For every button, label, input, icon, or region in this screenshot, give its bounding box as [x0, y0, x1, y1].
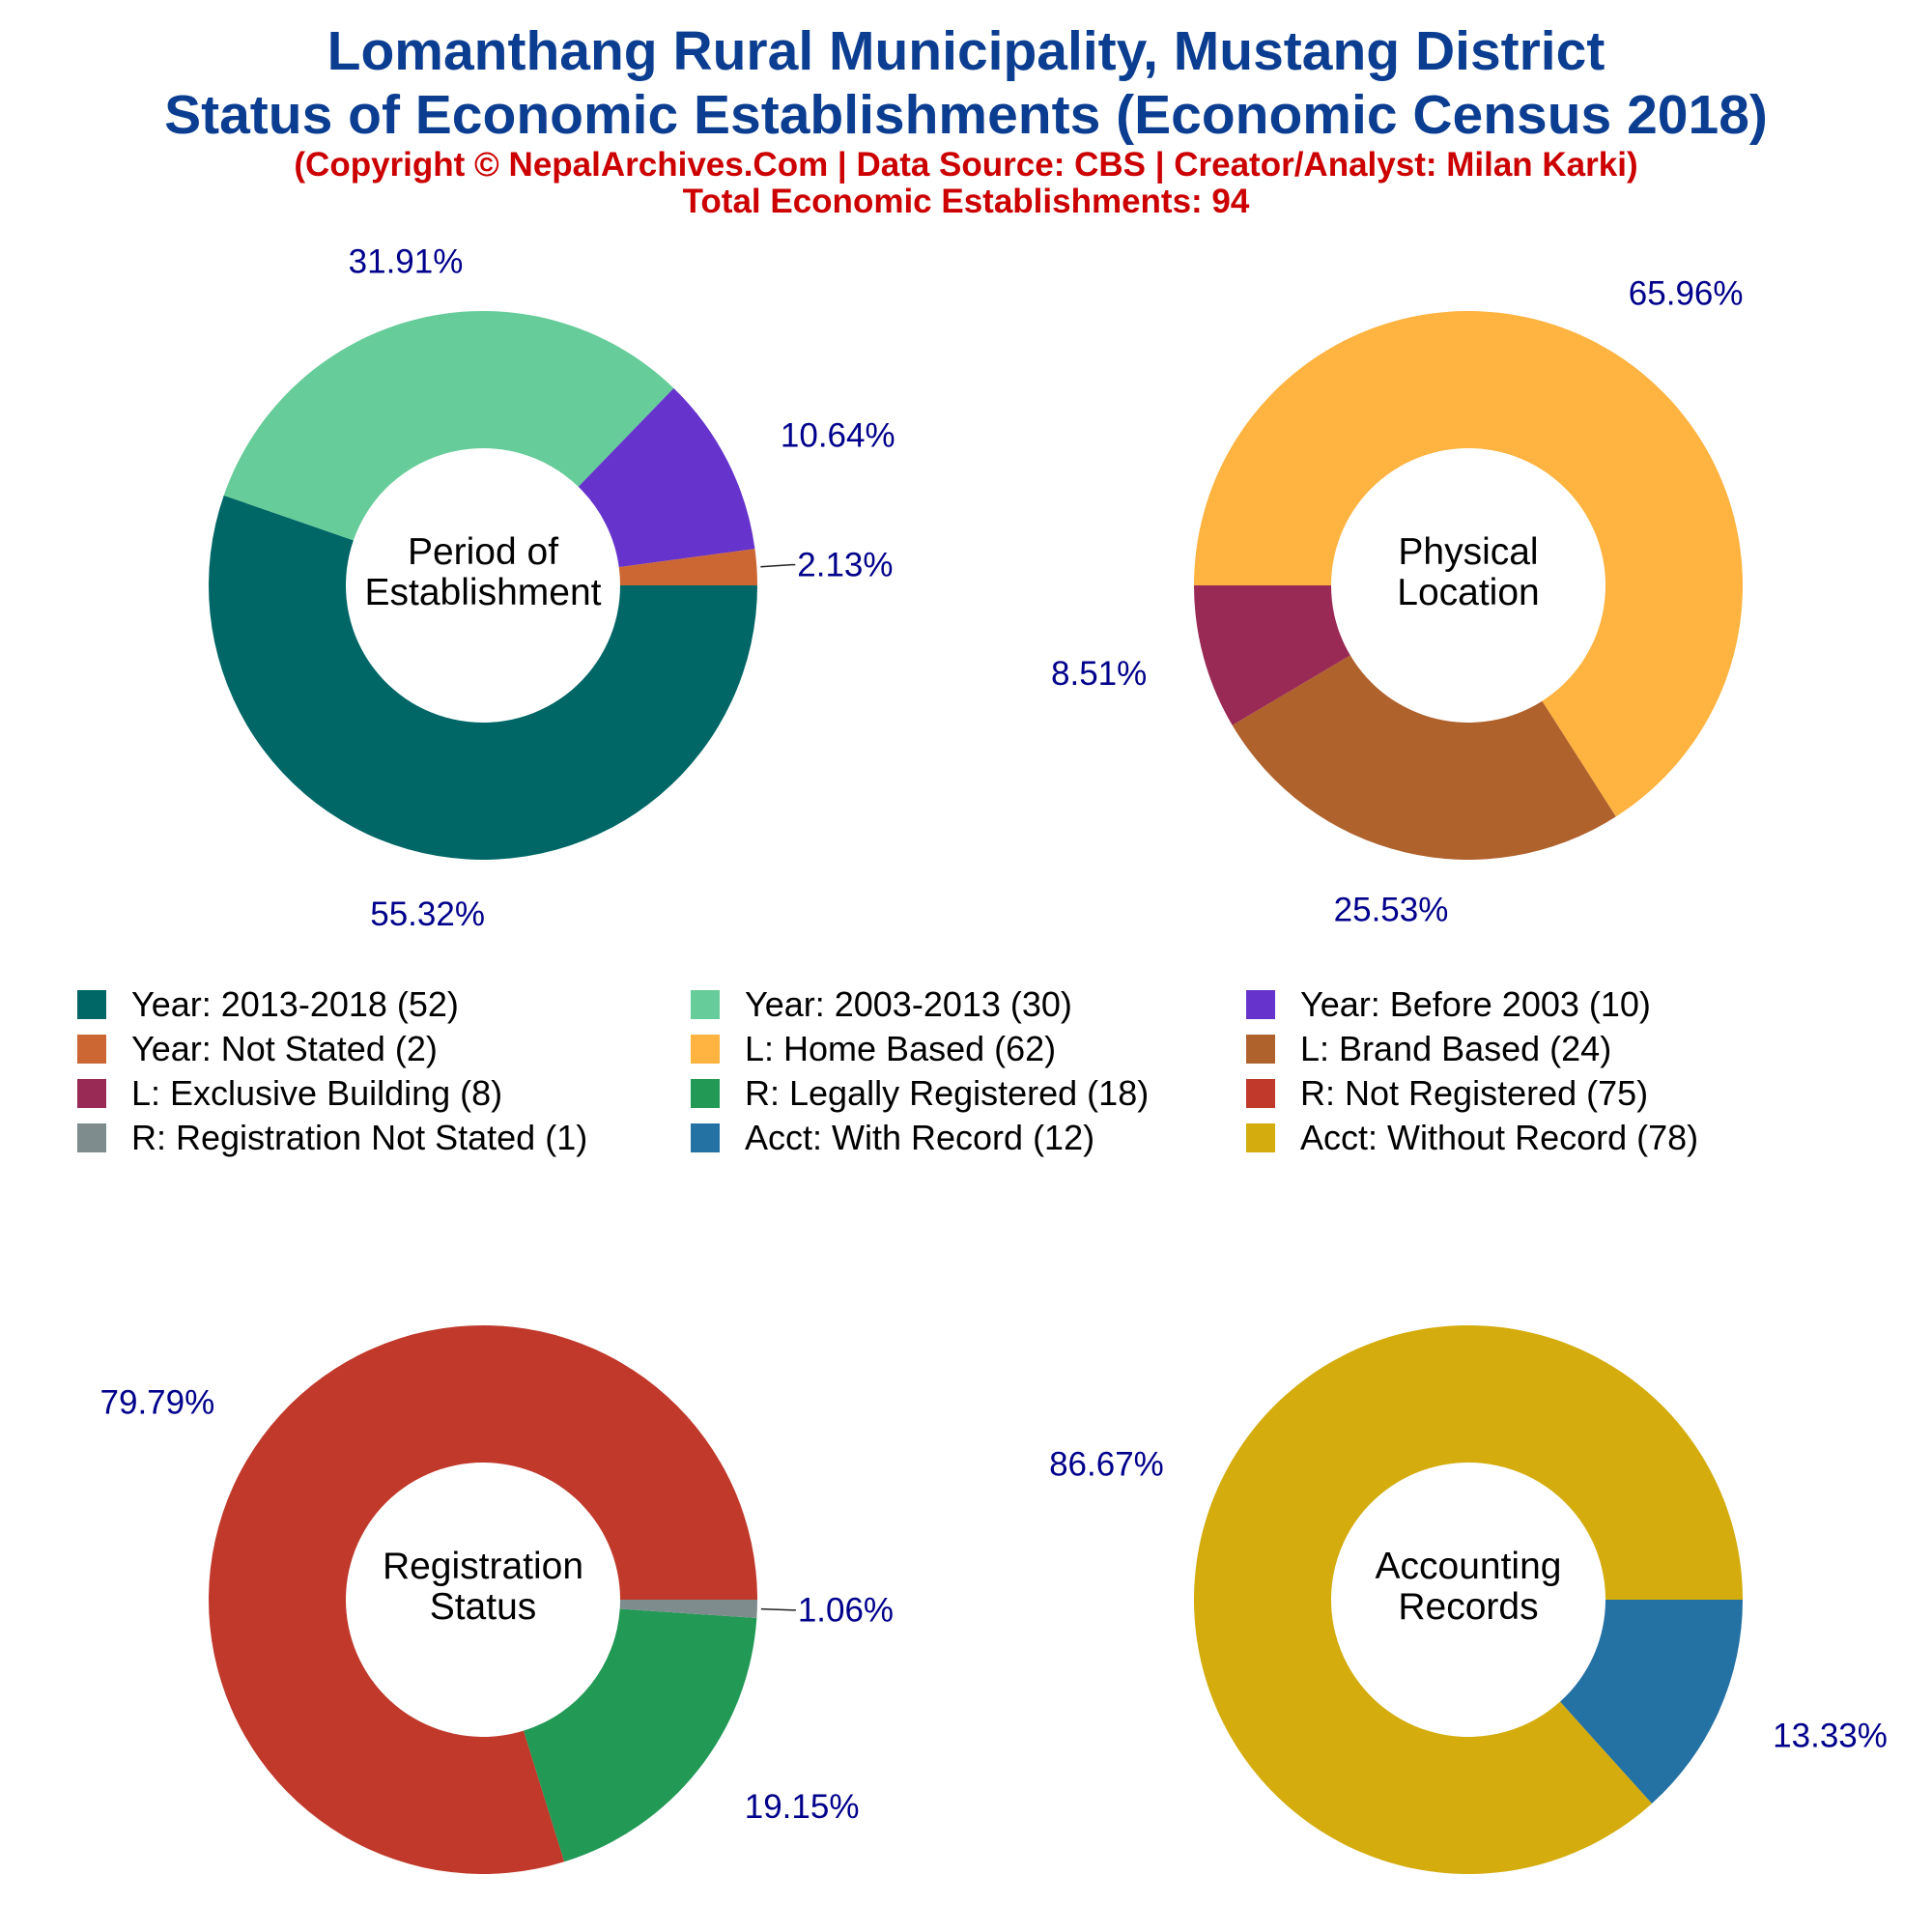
legend-item: R: Not Registered (75) [1246, 1072, 1648, 1115]
donut-1-slice-2 [223, 311, 674, 541]
legend-label: R: Not Registered (75) [1300, 1073, 1649, 1113]
legend-swatch [1246, 1035, 1275, 1064]
legend-swatch [77, 990, 106, 1019]
legend-swatch [691, 1123, 720, 1152]
chart-title-line1: Lomanthang Rural Municipality, Mustang D… [327, 20, 1605, 82]
donut-1-pct-label-3: 10.64% [781, 416, 895, 454]
legend-item: L: Home Based (62) [691, 1028, 1056, 1070]
legend-swatch [77, 1079, 106, 1108]
legend-item: Year: 2013-2018 (52) [77, 983, 459, 1026]
chart-header: Lomanthang Rural Municipality, Mustang D… [0, 19, 1932, 220]
donut-3-center-label: Registration [383, 1546, 583, 1587]
legend-label: R: Legally Registered (18) [745, 1073, 1150, 1113]
donut-4-center-label: Records [1398, 1586, 1538, 1628]
donut-2-pct-label-3: 8.51% [1051, 655, 1147, 693]
donut-1-pct-label-4: 2.13% [797, 547, 893, 584]
legend-item: Acct: With Record (12) [691, 1117, 1094, 1159]
legend-label: Year: 2013-2018 (52) [131, 984, 459, 1024]
donut-3-leader-3 [760, 1607, 796, 1611]
donut-2-pct-label-2: 25.53% [1334, 892, 1449, 929]
chart-subtitle: (Copyright © NepalArchives.Com | Data So… [294, 146, 1638, 184]
donut-3-center-label: Status [430, 1586, 537, 1628]
legend-item: L: Brand Based (24) [1246, 1028, 1611, 1070]
donut-1-leader-4 [760, 563, 796, 568]
donut-3-pct-label-2: 19.15% [745, 1788, 860, 1826]
donut-chart-1: 55.32% 31.91% 10.64% 2.13% Period ofEstablis… [209, 242, 895, 933]
donut-4-pct-label-1: 86.67% [1049, 1446, 1164, 1484]
legend-item: L: Exclusive Building (8) [77, 1072, 502, 1115]
legend-label: Acct: Without Record (78) [1300, 1118, 1699, 1157]
legend-label: Acct: With Record (12) [745, 1118, 1095, 1157]
donut-4-center-label: Accounting [1376, 1546, 1562, 1587]
legend-label: Year: Before 2003 (10) [1300, 984, 1651, 1024]
legend-swatch [1246, 1079, 1275, 1108]
legend-swatch [1246, 1123, 1275, 1152]
legend-swatch [77, 1035, 106, 1064]
legend-item: R: Legally Registered (18) [691, 1072, 1149, 1115]
donut-1-center-label: Period of [408, 531, 558, 573]
donut-2-slice-1 [1194, 310, 1743, 817]
donut-3-pct-label-3: 1.06% [798, 1592, 894, 1630]
donut-1-center-label: Establishment [365, 572, 602, 613]
legend-swatch [691, 1035, 720, 1064]
donut-4-slice-2 [1560, 1600, 1743, 1804]
donut-1-slice-3 [578, 387, 755, 568]
donut-2-pct-label-1: 65.96% [1629, 274, 1744, 312]
donut-1-pct-label-1: 55.32% [370, 895, 485, 933]
legend-label: L: Brand Based (24) [1300, 1029, 1612, 1068]
legend-item: Year: Before 2003 (10) [1246, 983, 1651, 1026]
legend-swatch [77, 1123, 106, 1152]
donut-2-center-label: Physical [1398, 531, 1538, 573]
legend-label: L: Exclusive Building (8) [131, 1073, 503, 1113]
legend-label: Year: Not Stated (2) [131, 1029, 438, 1068]
donut-3-slice-2 [524, 1608, 757, 1862]
donut-1-slice-4 [618, 549, 757, 585]
legend-item: R: Registration Not Stated (1) [77, 1117, 587, 1159]
chart-title-line2: Status of Economic Establishments (Econo… [164, 84, 1768, 146]
legend-item: Acct: Without Record (78) [1246, 1117, 1698, 1159]
legend-label: R: Registration Not Stated (1) [131, 1118, 588, 1157]
donut-3-pct-label-1: 79.79% [100, 1383, 215, 1421]
donut-2-slice-2 [1232, 655, 1616, 860]
legend-swatch [691, 990, 720, 1019]
donut-2-slice-3 [1194, 585, 1350, 725]
legend-item: Year: 2003-2013 (30) [691, 983, 1072, 1026]
total-label: Total Economic Establishments: 94 [682, 183, 1250, 220]
legend-swatch [1246, 990, 1275, 1019]
donut-1-pct-label-2: 31.91% [349, 242, 464, 280]
legend-item: Year: Not Stated (2) [77, 1028, 438, 1070]
legend-label: L: Home Based (62) [745, 1029, 1057, 1068]
donut-1-slice-1 [209, 495, 757, 860]
donut-4-slice-1 [1193, 1325, 1743, 1874]
donut-2-center-label: Location [1397, 572, 1539, 613]
legend-swatch [691, 1079, 720, 1108]
donut-3-slice-3 [619, 1600, 757, 1618]
donut-4-pct-label-2: 13.33% [1773, 1717, 1888, 1754]
legend-label: Year: 2003-2013 (30) [745, 984, 1072, 1024]
donut-3-slice-1 [208, 1325, 757, 1874]
